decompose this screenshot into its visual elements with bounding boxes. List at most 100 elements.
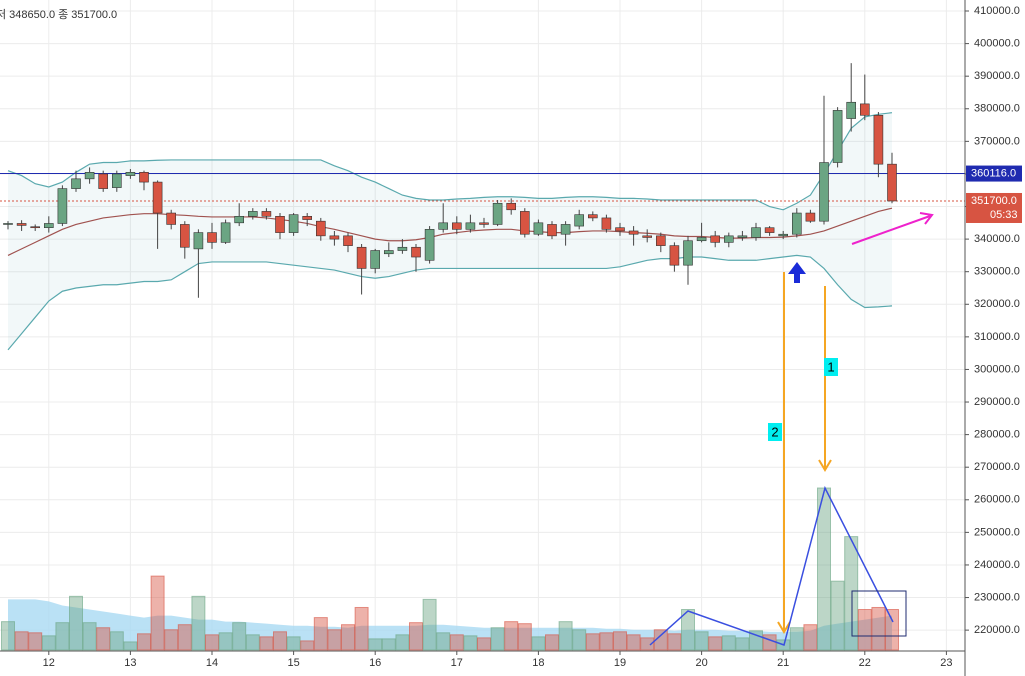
- volume-bar: [572, 629, 587, 651]
- candle-body: [248, 211, 258, 217]
- x-tick-label: 20: [695, 657, 707, 669]
- candle-body: [655, 235, 666, 246]
- x-tick-label: 14: [206, 657, 218, 669]
- volume-bar: [871, 606, 886, 651]
- x-tick-label: 15: [287, 657, 299, 669]
- label-box: [768, 423, 782, 441]
- volume-ma: [8, 599, 892, 650]
- candle-body: [778, 233, 789, 237]
- candle-body: [560, 224, 571, 235]
- trend-line: [649, 485, 894, 646]
- volume-bar: [681, 609, 695, 651]
- volume-bar: [599, 632, 614, 651]
- candle-body: [642, 235, 653, 238]
- volume-bar: [273, 631, 287, 651]
- volume-bar: [327, 629, 342, 651]
- volume-bar: [735, 637, 750, 651]
- y-tick-label: 290000.0: [974, 396, 1020, 408]
- highlight-box: [851, 590, 907, 637]
- candle-body: [506, 202, 517, 211]
- volume-bar: [232, 622, 247, 651]
- volume-bar: [517, 623, 532, 651]
- volume-bar: [395, 634, 410, 651]
- x-tick-label: 23: [940, 657, 952, 669]
- countdown: 05:33: [990, 209, 1018, 221]
- volume-bar: [381, 638, 396, 651]
- y-tick-label: 320000.0: [974, 298, 1020, 310]
- candle-body: [751, 227, 761, 238]
- candle-body: [315, 220, 326, 237]
- x-tick-label: 19: [614, 657, 626, 669]
- volume-bar: [463, 635, 478, 651]
- candle-body: [683, 240, 693, 266]
- x-tick-label: 22: [859, 657, 871, 669]
- annotation: 2: [771, 424, 778, 439]
- volume-bar: [341, 624, 355, 651]
- ohlc-legend: 저 348650.0 종 351700.0: [0, 8, 117, 21]
- candle-body: [180, 224, 190, 248]
- candle-body: [329, 235, 340, 240]
- y-tick-label: 380000.0: [974, 103, 1020, 115]
- y-tick-label: 330000.0: [974, 266, 1020, 278]
- band-lower: [7, 254, 893, 351]
- candle-body: [207, 232, 217, 243]
- y-tick-label: 410000.0: [974, 5, 1020, 17]
- label-box: [824, 358, 838, 376]
- volume-bar: [409, 622, 423, 651]
- candle-body: [615, 227, 625, 232]
- x-tick-label: 21: [777, 657, 789, 669]
- volume-bar: [653, 629, 668, 651]
- candle-body: [791, 212, 802, 235]
- volume-bar: [857, 609, 872, 651]
- volume-bar: [613, 631, 627, 651]
- candle-body: [424, 229, 435, 261]
- volume-bar: [667, 633, 682, 651]
- y-tick-label: 400000.0: [974, 38, 1020, 50]
- candle-body: [397, 246, 408, 251]
- volume-bar: [490, 627, 505, 651]
- y-tick-label: 340000.0: [974, 233, 1020, 245]
- candle-body: [370, 250, 381, 269]
- volume-bar: [14, 631, 29, 651]
- volume-bar: [354, 606, 369, 651]
- band-fill: [8, 112, 892, 350]
- candle-body: [16, 223, 27, 226]
- candle-body: [873, 114, 884, 165]
- volume-bar: [41, 635, 56, 651]
- volume-bar: [558, 621, 573, 651]
- volume-bar: [830, 580, 845, 651]
- y-tick-label: 220000.0: [974, 624, 1020, 636]
- volume-bar: [844, 536, 859, 651]
- volume-bar: [109, 631, 124, 651]
- candle-body: [628, 230, 639, 235]
- volume-bar: [259, 636, 274, 651]
- candle-body: [193, 232, 204, 250]
- y-tick-label: 300000.0: [974, 363, 1020, 375]
- annotation: 1: [827, 359, 834, 374]
- candle-body: [737, 235, 748, 238]
- volume-bar: [789, 627, 804, 651]
- volume-bar: [28, 632, 43, 651]
- candle-body: [465, 222, 476, 230]
- candle-body: [411, 246, 421, 258]
- candle-body: [846, 101, 857, 119]
- candle-body: [859, 103, 870, 116]
- volume-bar: [531, 636, 546, 651]
- volume-bar: [545, 634, 559, 651]
- candle-body: [71, 178, 81, 189]
- volume-bar: [640, 637, 655, 651]
- x-tick-label: 16: [369, 657, 381, 669]
- candle-body: [3, 223, 13, 225]
- volume-bar: [218, 632, 233, 651]
- volume-bar: [817, 487, 831, 651]
- annotations: 1 2: [649, 212, 934, 646]
- candle-body: [343, 235, 353, 246]
- candle-body: [98, 173, 108, 189]
- candle-body: [451, 222, 462, 230]
- plot: [0, 63, 965, 651]
- band-upper: [7, 112, 893, 211]
- candle-body: [43, 223, 54, 229]
- volume-bar: [762, 634, 777, 651]
- up-arrow: [788, 262, 806, 283]
